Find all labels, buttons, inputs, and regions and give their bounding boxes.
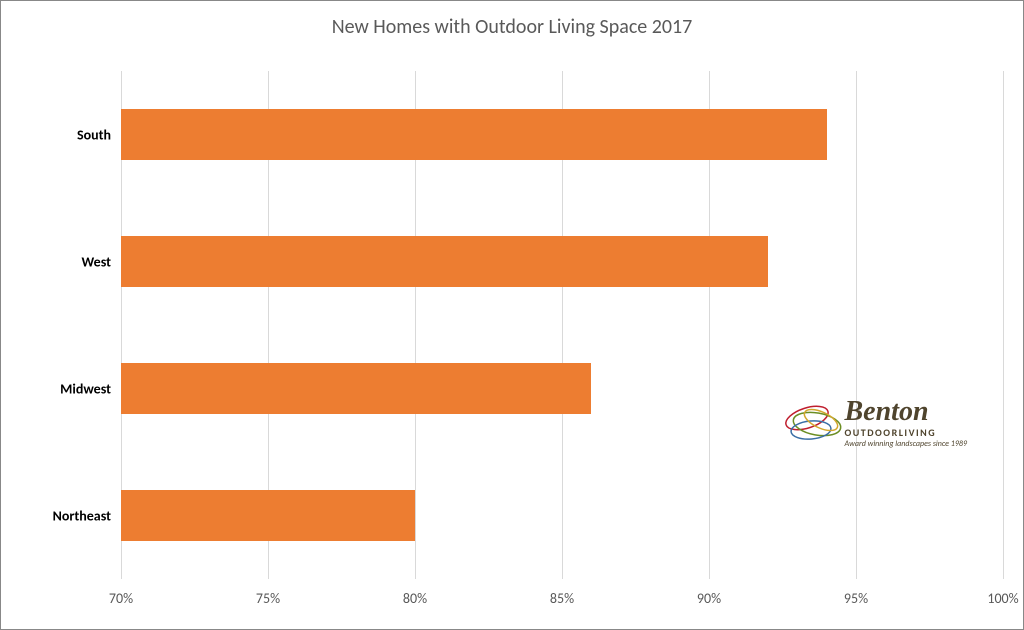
data-bar	[121, 236, 768, 287]
data-bar	[121, 363, 591, 414]
brand-logo-tagline: Award winning landscapes since 1989	[845, 439, 968, 449]
x-axis-tick-label: 75%	[256, 590, 280, 607]
data-bar	[121, 490, 415, 541]
plot-area: 70%75%80%85%90%95%100%SouthWestMidwestNo…	[121, 71, 1003, 579]
brand-logo-swirl-icon	[777, 400, 847, 446]
x-axis-tick-label: 95%	[844, 590, 868, 607]
brand-logo-name: Benton	[845, 398, 968, 426]
y-axis-category-label: West	[11, 253, 111, 270]
chart-frame: New Homes with Outdoor Living Space 2017…	[0, 0, 1024, 630]
brand-logo: Benton OUTDOORLIVING Award winning lands…	[845, 398, 968, 449]
x-axis-tick-label: 70%	[109, 590, 133, 607]
gridline	[1003, 71, 1004, 579]
y-axis-category-label: Northeast	[11, 507, 111, 524]
y-axis-category-label: Midwest	[11, 380, 111, 397]
brand-logo-subtitle: OUTDOORLIVING	[845, 426, 968, 439]
x-axis-tick-label: 90%	[697, 590, 721, 607]
x-axis-tick-label: 100%	[987, 590, 1018, 607]
chart-title: New Homes with Outdoor Living Space 2017	[1, 15, 1023, 39]
data-bar	[121, 109, 827, 160]
gridline	[856, 71, 857, 579]
x-axis-tick-label: 85%	[550, 590, 574, 607]
y-axis-category-label: South	[11, 126, 111, 143]
x-axis-tick-label: 80%	[403, 590, 427, 607]
